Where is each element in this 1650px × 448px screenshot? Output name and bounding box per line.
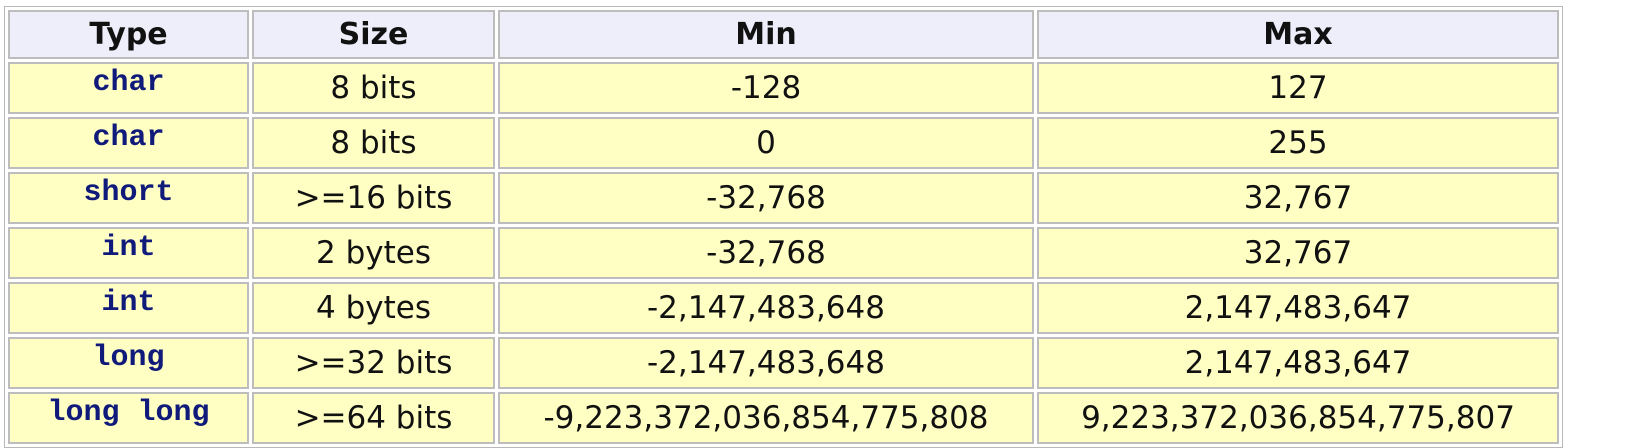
max-cell: 2,147,483,647 (1037, 337, 1559, 389)
max-cell: 255 (1037, 117, 1559, 169)
min-cell: -9,223,372,036,854,775,808 (498, 392, 1034, 444)
max-cell: 127 (1037, 62, 1559, 114)
table-row: int 4 bytes -2,147,483,648 2,147,483,647 (8, 282, 1559, 334)
table-row: long long >=64 bits -9,223,372,036,854,7… (8, 392, 1559, 444)
table-row: long >=32 bits -2,147,483,648 2,147,483,… (8, 337, 1559, 389)
type-cell: short (8, 172, 249, 224)
size-cell: 8 bits (252, 62, 495, 114)
type-cell: char (8, 62, 249, 114)
min-cell: -2,147,483,648 (498, 337, 1034, 389)
integer-types-table: Type Size Min Max char 8 bits -128 127 c… (4, 6, 1563, 448)
table-row: int 2 bytes -32,768 32,767 (8, 227, 1559, 279)
integer-types-table-wrapper: Type Size Min Max char 8 bits -128 127 c… (4, 6, 1563, 448)
type-cell: int (8, 227, 249, 279)
size-cell: >=32 bits (252, 337, 495, 389)
size-cell: 4 bytes (252, 282, 495, 334)
size-cell: 2 bytes (252, 227, 495, 279)
header-row: Type Size Min Max (8, 10, 1559, 59)
type-cell: long (8, 337, 249, 389)
size-cell: >=64 bits (252, 392, 495, 444)
table-row: short >=16 bits -32,768 32,767 (8, 172, 1559, 224)
min-cell: -32,768 (498, 172, 1034, 224)
max-cell: 2,147,483,647 (1037, 282, 1559, 334)
size-cell: >=16 bits (252, 172, 495, 224)
type-cell: long long (8, 392, 249, 444)
max-cell: 32,767 (1037, 172, 1559, 224)
table-row: char 8 bits 0 255 (8, 117, 1559, 169)
header-min: Min (498, 10, 1034, 59)
header-type: Type (8, 10, 249, 59)
type-cell: char (8, 117, 249, 169)
min-cell: -2,147,483,648 (498, 282, 1034, 334)
size-cell: 8 bits (252, 117, 495, 169)
header-size: Size (252, 10, 495, 59)
min-cell: -128 (498, 62, 1034, 114)
max-cell: 9,223,372,036,854,775,807 (1037, 392, 1559, 444)
min-cell: 0 (498, 117, 1034, 169)
table-row: char 8 bits -128 127 (8, 62, 1559, 114)
max-cell: 32,767 (1037, 227, 1559, 279)
type-cell: int (8, 282, 249, 334)
header-max: Max (1037, 10, 1559, 59)
min-cell: -32,768 (498, 227, 1034, 279)
